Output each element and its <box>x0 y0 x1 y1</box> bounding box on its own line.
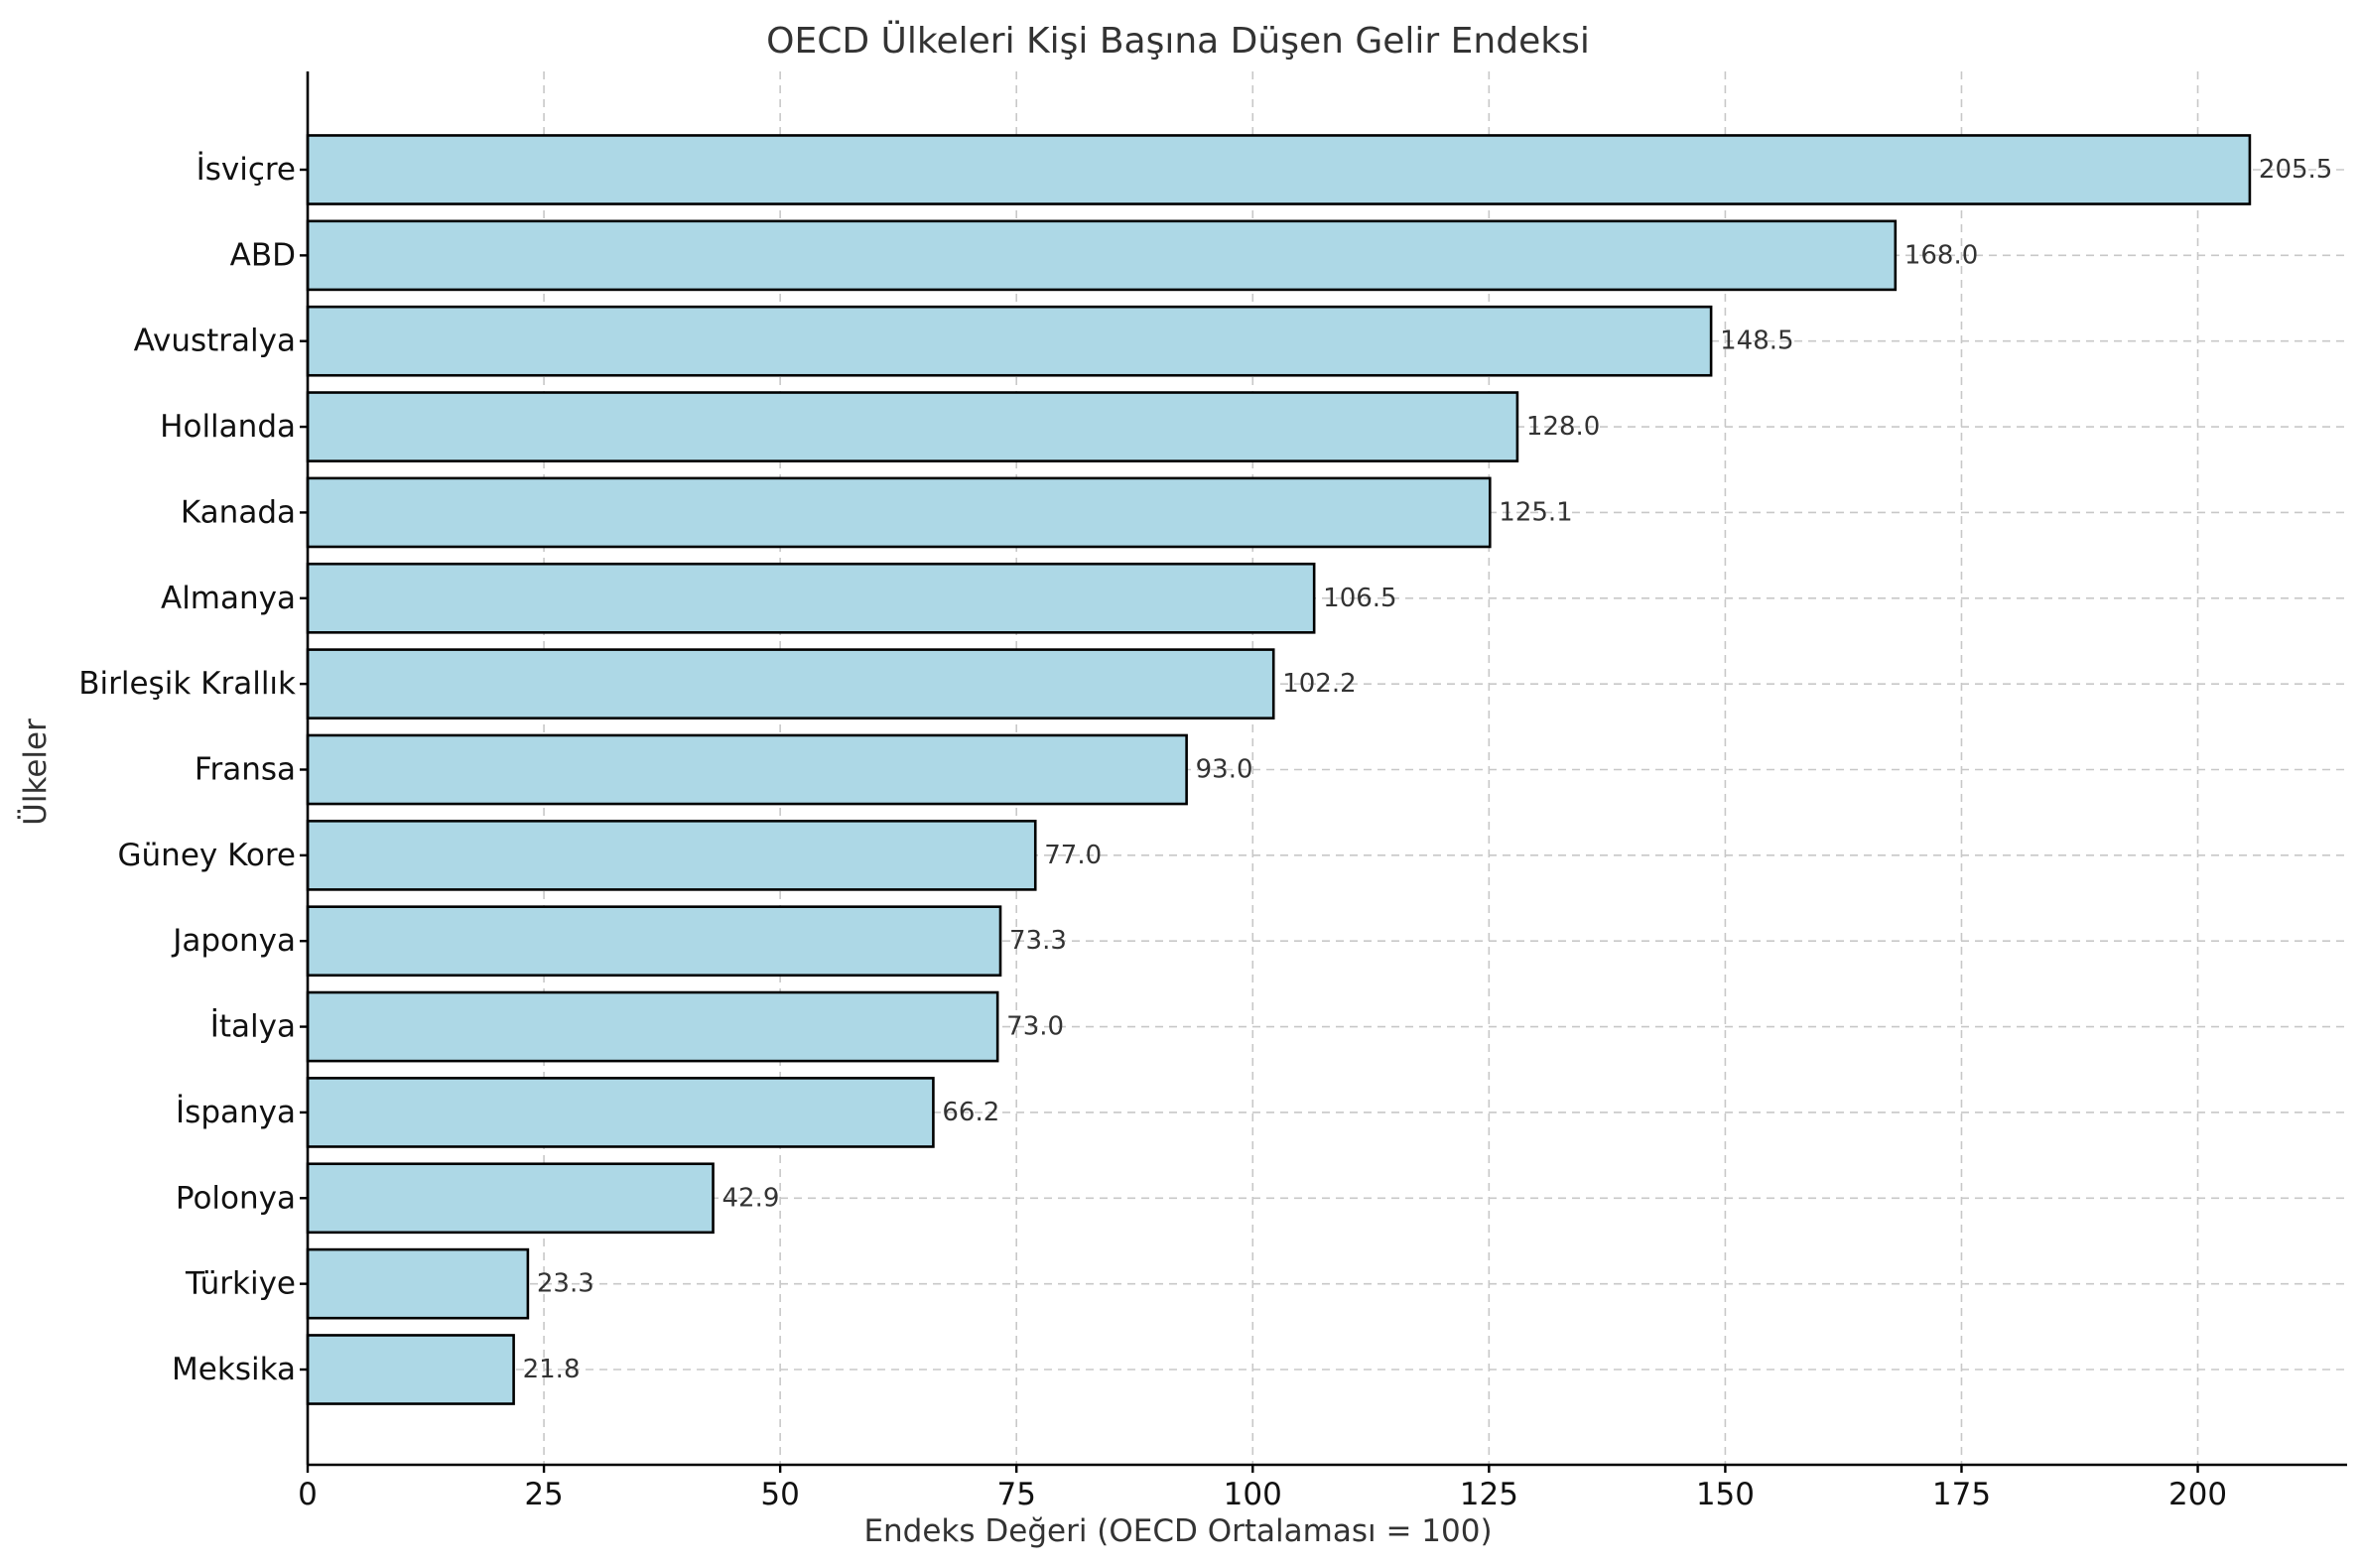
bar <box>306 134 2252 205</box>
x-tick-label: 175 <box>1932 1477 1991 1512</box>
x-tick-label: 25 <box>524 1477 563 1512</box>
data-label: 73.0 <box>1006 1012 1064 1042</box>
x-tick-label: 150 <box>1696 1477 1755 1512</box>
bar <box>306 391 1519 462</box>
y-tick-label: Kanada <box>181 494 296 530</box>
bar <box>306 1247 530 1320</box>
bar <box>306 820 1037 891</box>
bars-group <box>306 134 2252 1405</box>
data-label: 93.0 <box>1196 755 1253 785</box>
y-tick-label: İtalya <box>210 1009 296 1045</box>
bar <box>306 562 1316 634</box>
x-tick-label: 75 <box>996 1477 1035 1512</box>
y-tick-label: Güney Kore <box>118 838 296 873</box>
data-label: 168.0 <box>1904 240 1978 270</box>
bar <box>306 1334 515 1405</box>
y-tick-label: Almanya <box>161 581 296 616</box>
data-label: 77.0 <box>1044 841 1102 870</box>
x-tick-label: 0 <box>298 1477 318 1512</box>
y-tick-label: İspanya <box>176 1095 296 1130</box>
bar <box>306 1162 715 1235</box>
data-label: 125.1 <box>1499 497 1572 527</box>
bar <box>306 219 1898 292</box>
y-tick-label: Fransa <box>195 752 296 788</box>
bar <box>306 305 1713 377</box>
bar <box>306 648 1275 719</box>
y-tick-label: ABD <box>230 237 296 273</box>
data-label: 21.8 <box>523 1355 581 1384</box>
data-label: 148.5 <box>1720 327 1793 356</box>
bar <box>306 1077 935 1148</box>
data-labels-group: 205.5 168.0 148.5 128.0 125.1 106.5 102.2 93.0 7… <box>523 155 2333 1384</box>
y-tick-label: Avustralya <box>134 324 296 359</box>
data-label: 23.3 <box>537 1269 594 1299</box>
data-label: 128.0 <box>1526 412 1600 442</box>
x-tick-label: 200 <box>2168 1477 2227 1512</box>
bar <box>306 905 1002 978</box>
x-tick-label: 125 <box>1460 1477 1518 1512</box>
data-label: 66.2 <box>942 1098 999 1127</box>
data-label: 205.5 <box>2259 155 2332 185</box>
data-label: 73.3 <box>1009 926 1067 956</box>
bar <box>306 476 1492 549</box>
bar <box>306 990 999 1063</box>
data-label: 42.9 <box>722 1183 780 1213</box>
bar <box>306 733 1188 806</box>
y-tick-label: Birleşik Krallık <box>78 666 296 702</box>
y-tick-label: Türkiye <box>185 1266 296 1302</box>
y-axis-label: Ülkeler <box>17 719 54 826</box>
chart-title: OECD Ülkeleri Kişi Başına Düşen Gelir En… <box>766 20 1590 62</box>
axes-group: İsviçre ABD Avustralya Hollanda Kanada Almany… <box>78 71 2347 1512</box>
y-tick-label: Polonya <box>176 1180 296 1216</box>
x-tick-label: 50 <box>760 1477 799 1512</box>
data-label: 106.5 <box>1323 584 1396 613</box>
x-axis-label: Endeks Değeri (OECD Ortalaması = 100) <box>863 1513 1492 1549</box>
y-tick-label: Hollanda <box>160 409 296 445</box>
y-tick-label: İsviçre <box>197 152 296 188</box>
data-label: 102.2 <box>1282 669 1356 699</box>
x-tick-label: 100 <box>1224 1477 1282 1512</box>
y-tick-label: Japonya <box>171 923 296 959</box>
y-tick-label: Meksika <box>172 1352 296 1387</box>
